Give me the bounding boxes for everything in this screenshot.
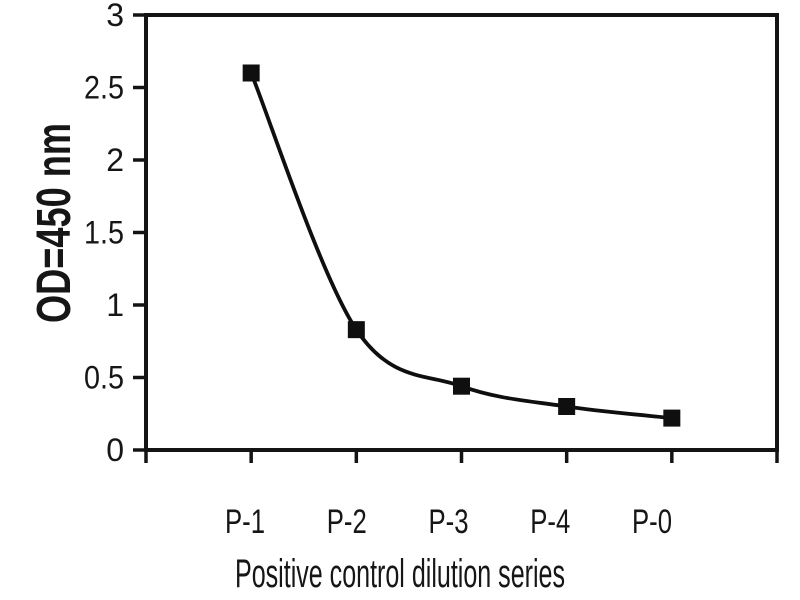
y-tick-label: 1 [106, 287, 124, 323]
y-tick-label: 0 [106, 432, 124, 468]
y-tick-label: 2 [106, 142, 124, 178]
series-line [249, 72, 673, 420]
data-point-marker [347, 321, 365, 339]
x-category-label: P-4 [530, 503, 570, 541]
y-tick-label: 3 [106, 0, 124, 33]
data-point-marker [453, 377, 470, 395]
x-category-label: P-3 [429, 503, 469, 541]
y-tick-label: 2.5 [84, 70, 124, 106]
data-point-marker [663, 409, 681, 427]
data-point-marker [242, 64, 260, 82]
plot-frame [144, 13, 779, 452]
x-category-label: P-2 [327, 503, 367, 541]
x-category-label: P-0 [632, 503, 672, 541]
x-category-label: P-1 [225, 503, 265, 541]
data-point-marker [558, 398, 576, 415]
y-tick-label: 1.5 [84, 215, 124, 251]
x-axis-title: Positive control dilution series [235, 552, 565, 596]
y-tick-label: 0.5 [84, 360, 124, 396]
y-axis-title: OD=450 nm [28, 123, 81, 323]
